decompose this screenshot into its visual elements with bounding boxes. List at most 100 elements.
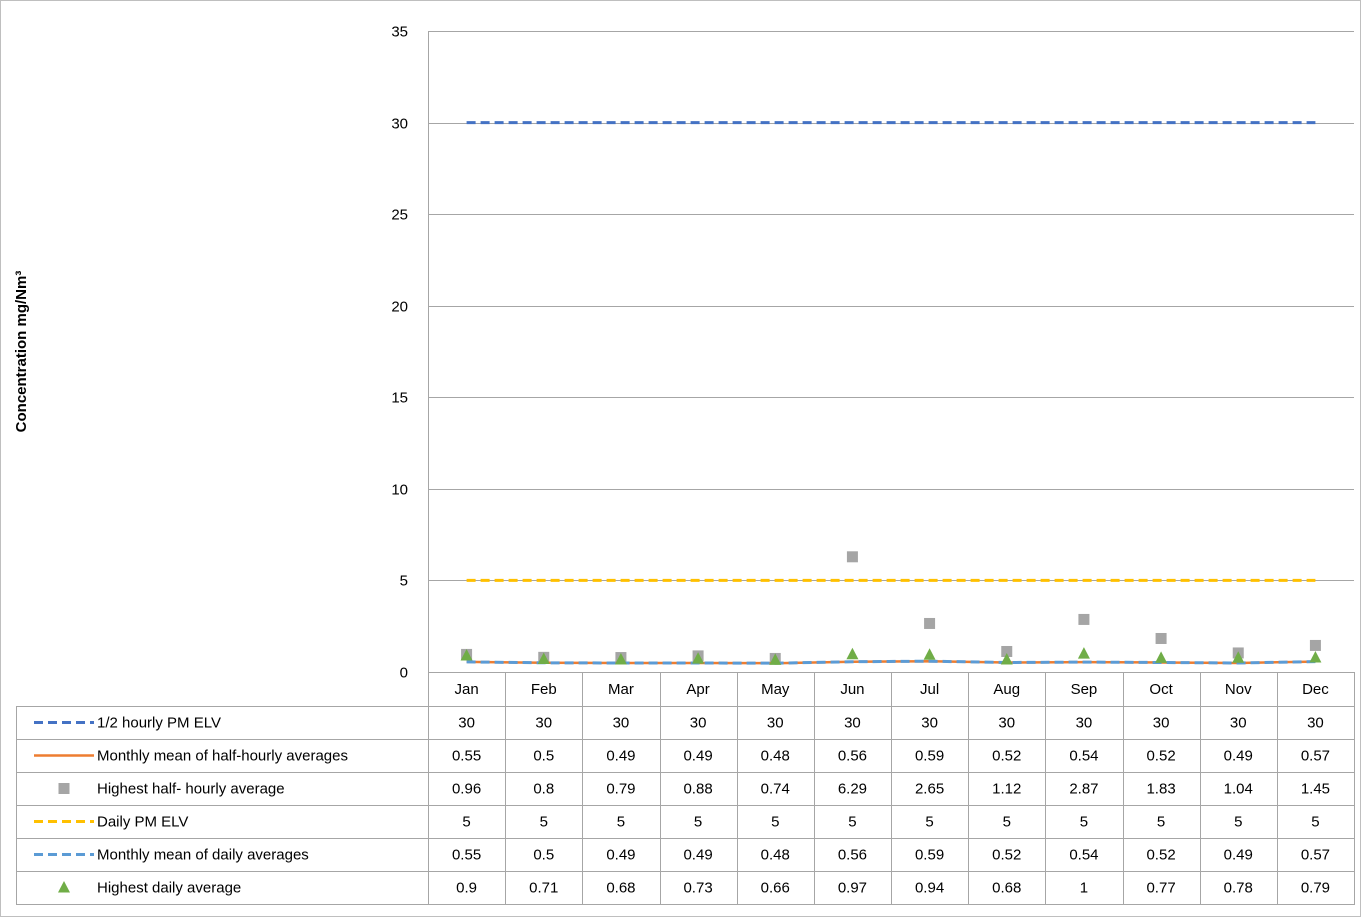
x-tick-label: Oct	[1149, 681, 1173, 698]
legend-label: Monthly mean of half-hourly averages	[97, 748, 348, 765]
table-cell: 0.68	[606, 880, 635, 897]
table-cell: 0.79	[1301, 880, 1330, 897]
table-cell: 1.45	[1301, 781, 1330, 798]
y-axis-title: Concentration mg/Nm³	[13, 271, 30, 433]
x-tick-label: Aug	[993, 681, 1020, 698]
series-line-monthly-mean-of-daily-averages	[466, 659, 1316, 665]
y-tick-label: 10	[391, 482, 408, 499]
table-cell: 30	[1076, 715, 1093, 732]
table-cell: 5	[694, 814, 702, 831]
table-cell: 0.54	[1069, 748, 1098, 765]
table-cell: 0.49	[606, 748, 635, 765]
table-cell: 0.56	[838, 748, 867, 765]
table-cell: 0.79	[606, 781, 635, 798]
table-cell: 0.52	[1146, 847, 1175, 864]
table-cell: 5	[848, 814, 856, 831]
table-cell: 0.52	[1146, 748, 1175, 765]
data-point-highest-daily-average	[537, 652, 550, 664]
y-tick-label: 20	[391, 299, 408, 316]
y-tick-label: 35	[391, 24, 408, 41]
table-cell: 0.5	[533, 847, 554, 864]
table-cell: 30	[921, 715, 938, 732]
data-point-highest-half-hourly-average	[1155, 632, 1167, 644]
legend-label: Highest half- hourly average	[97, 781, 285, 798]
table-cell: 0.5	[533, 748, 554, 765]
table-cell: 30	[535, 715, 552, 732]
data-point-highest-daily-average	[1155, 651, 1168, 663]
table-cell: 0.55	[452, 748, 481, 765]
table-cell: 0.68	[992, 880, 1021, 897]
table-cell: 1	[1080, 880, 1088, 897]
table-cell: 2.65	[915, 781, 944, 798]
table-cell: 0.49	[683, 847, 712, 864]
table-cell: 0.49	[683, 748, 712, 765]
x-tick-label: May	[761, 681, 790, 698]
table-cell: 30	[458, 715, 475, 732]
table-cell: 0.59	[915, 847, 944, 864]
table-cell: 0.49	[1224, 847, 1253, 864]
data-point-highest-daily-average	[1232, 651, 1245, 663]
y-tick-label: 30	[391, 116, 408, 133]
table-cell: 0.57	[1301, 748, 1330, 765]
legend-key-highest-daily-average	[58, 881, 70, 893]
table-cell: 0.71	[529, 880, 558, 897]
table-cell: 0.74	[761, 781, 790, 798]
table-cell: 0.88	[683, 781, 712, 798]
table-cell: 0.48	[761, 847, 790, 864]
table-cell: 30	[998, 715, 1015, 732]
table-cell: 30	[767, 715, 784, 732]
data-point-highest-daily-average	[769, 653, 782, 665]
data-table: Jan Feb Mar Apr May Jun Jul Aug Sep Oct Nov Dec 1/2 …	[16, 672, 1355, 905]
table-cell: 0.78	[1224, 880, 1253, 897]
table-cell: 0.52	[992, 847, 1021, 864]
table-cell: 0.52	[992, 748, 1021, 765]
y-axis-ticks: 0 5 10 15 20 25 30 35	[391, 24, 408, 682]
table-cell: 0.96	[452, 781, 481, 798]
data-point-highest-daily-average	[1309, 651, 1322, 663]
y-tick-label: 15	[391, 390, 408, 407]
table-cell: 5	[925, 814, 933, 831]
table-cell: 0.77	[1146, 880, 1175, 897]
legend-label: Daily PM ELV	[97, 814, 188, 831]
x-tick-label: Jul	[920, 681, 939, 698]
data-point-highest-half-hourly-average	[1309, 639, 1321, 651]
legend-label: Monthly mean of daily averages	[97, 847, 309, 864]
x-tick-label: Sep	[1071, 681, 1098, 698]
table-cell: 5	[1003, 814, 1011, 831]
x-tick-label: Dec	[1302, 681, 1329, 698]
table-cell: 5	[1311, 814, 1319, 831]
table-cell: 0.49	[606, 847, 635, 864]
table-cell: 5	[540, 814, 548, 831]
x-tick-label: Jun	[840, 681, 864, 698]
data-point-highest-daily-average	[1077, 647, 1090, 659]
table-cell: 5	[1157, 814, 1165, 831]
table-cell: 0.55	[452, 847, 481, 864]
table-cell: 5	[1080, 814, 1088, 831]
table-cell: 0.73	[683, 880, 712, 897]
table-cell: 0.59	[915, 748, 944, 765]
table-cell: 5	[462, 814, 470, 831]
data-point-highest-half-hourly-average	[846, 551, 858, 563]
data-point-highest-daily-average	[923, 648, 936, 660]
data-point-highest-daily-average	[614, 653, 627, 665]
y-tick-label: 25	[391, 207, 408, 224]
x-tick-label: Apr	[686, 681, 709, 698]
table-cell: 30	[1230, 715, 1247, 732]
data-point-highest-half-hourly-average	[1001, 645, 1013, 657]
table-cell: 30	[690, 715, 707, 732]
table-cell: 0.57	[1301, 847, 1330, 864]
y-tick-label: 0	[400, 665, 408, 682]
table-cell: 5	[617, 814, 625, 831]
data-point-highest-half-hourly-average	[924, 617, 936, 629]
table-cell: 30	[1153, 715, 1170, 732]
x-tick-label: Nov	[1225, 681, 1252, 698]
legend-label: Highest daily average	[97, 880, 241, 897]
table-cell: 2.87	[1069, 781, 1098, 798]
table-cell: 1.83	[1146, 781, 1175, 798]
legend-key-highest-half-hourly-average	[58, 783, 70, 794]
y-tick-label: 5	[400, 573, 408, 590]
data-point-highest-daily-average	[1000, 653, 1013, 665]
table-cell: 30	[1307, 715, 1324, 732]
